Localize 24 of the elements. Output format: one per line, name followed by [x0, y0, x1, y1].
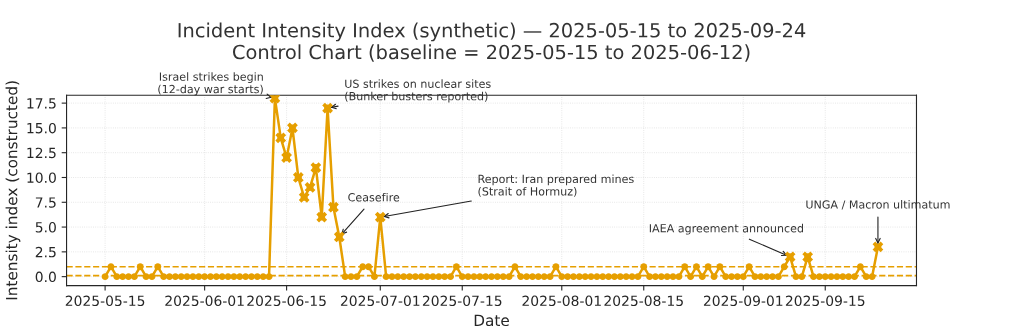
annotation: Report: Iran prepared mines (Strait of Hormuz) — [478, 174, 634, 197]
x-tick-label: 2025-07-15 — [422, 295, 502, 307]
y-axis-title: Intensity index (constructed) — [5, 81, 21, 300]
y-tick-label: 0.0 — [35, 271, 56, 283]
y-tick-label: 15.0 — [27, 122, 56, 134]
chart-title: Incident Intensity Index (synthetic) — 2025-05-15 to 2025-09-24 Control Chart (baseline = 2025-05-15 to 2025-06-12) — [178, 22, 806, 62]
x-tick-label: 2025-05-15 — [65, 295, 145, 307]
annotation: IAEA agreement announced — [649, 223, 803, 235]
y-tick-label: 7.5 — [35, 197, 56, 208]
annotation: Ceasefire — [348, 192, 400, 202]
annotation: Israel strikes begin (12-day war starts) — [158, 72, 263, 96]
x-tick-label: 2025-06-15 — [247, 295, 326, 307]
x-axis-title: Date — [474, 314, 509, 327]
y-tick-label: 10.0 — [27, 172, 56, 183]
x-tick-label: 2025-06-01 — [165, 295, 244, 307]
x-tick-label: 2025-08-01 — [522, 295, 601, 307]
x-tick-label: 2025-08-15 — [604, 295, 683, 307]
y-tick-label: 12.5 — [27, 147, 56, 159]
y-tick-label: 17.5 — [27, 98, 56, 109]
y-tick-label: 5.0 — [35, 222, 56, 233]
x-tick-label: 2025-09-01 — [703, 295, 783, 307]
y-tick-label: 2.5 — [35, 246, 56, 258]
x-tick-label: 2025-07-01 — [340, 295, 420, 307]
x-tick-label: 2025-09-15 — [785, 295, 865, 307]
